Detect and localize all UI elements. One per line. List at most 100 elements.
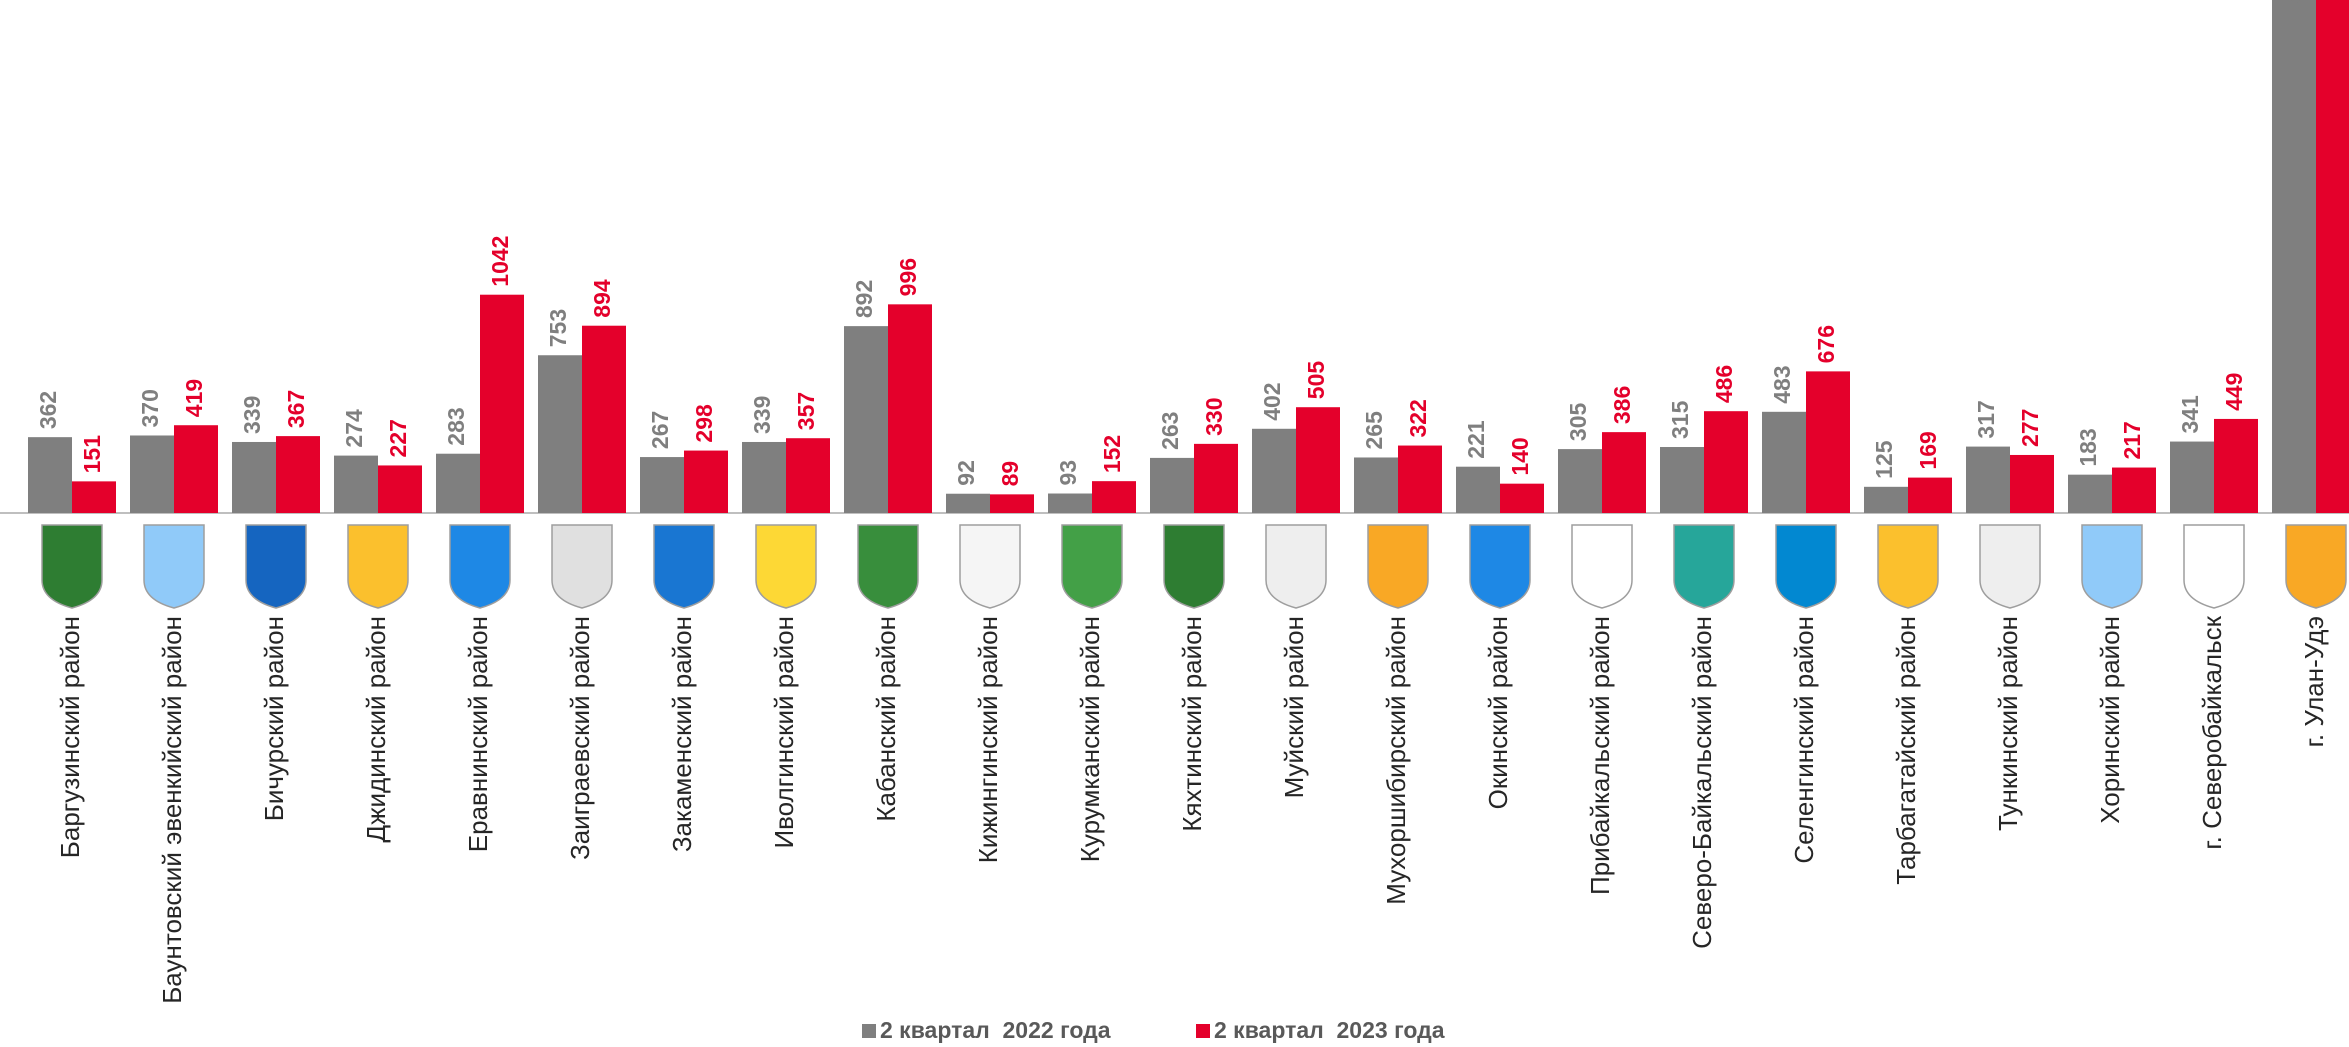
value-label: 370	[137, 389, 163, 427]
value-label: 267	[647, 411, 673, 449]
value-label: 92	[953, 460, 979, 486]
value-label: 341	[2177, 395, 2203, 434]
bar	[378, 465, 422, 513]
bar	[1296, 407, 1340, 513]
emblem	[755, 524, 817, 609]
category-label: Кабанский район	[871, 616, 901, 822]
bar	[1806, 371, 1850, 513]
bar	[1864, 486, 1908, 513]
bar	[72, 481, 116, 513]
bar	[844, 326, 888, 513]
bar	[2010, 454, 2054, 513]
value-label: 317	[1973, 400, 1999, 438]
bar	[130, 435, 174, 513]
bar	[1908, 477, 1952, 513]
category-label: Баунтовский эвенкийский район	[157, 616, 187, 1004]
emblem	[245, 524, 307, 609]
bar	[582, 325, 626, 513]
category-label: Хоринский район	[2095, 616, 2125, 824]
bar	[174, 425, 218, 513]
value-label: 367	[283, 390, 309, 428]
category-label: Кижингинский район	[973, 616, 1003, 863]
emblem	[1469, 524, 1531, 609]
value-label: 93	[1055, 460, 1081, 486]
emblem	[1265, 524, 1327, 609]
value-label: 676	[1813, 325, 1839, 363]
emblem	[1979, 524, 2041, 609]
value-label: 152	[1099, 435, 1125, 473]
emblem	[2183, 524, 2245, 609]
emblem	[1367, 524, 1429, 609]
emblem	[1673, 524, 1735, 609]
category-label: Иволгинский район	[769, 616, 799, 849]
category-label: Закаменский район	[667, 616, 697, 852]
category-label: г. Улан-Удэ	[2299, 616, 2329, 747]
category-label: Джидинский район	[361, 616, 391, 842]
value-label: 449	[2221, 373, 2247, 411]
value-label: 298	[691, 404, 717, 443]
category-label: Муйский район	[1279, 616, 1309, 798]
emblem	[653, 524, 715, 609]
value-label: 315	[1667, 400, 1693, 439]
value-label: 330	[1201, 397, 1227, 435]
bar	[1194, 443, 1238, 513]
bar	[2112, 467, 2156, 513]
bar	[742, 441, 786, 513]
bar	[2272, 0, 2316, 513]
emblem	[347, 524, 409, 609]
value-label: 753	[545, 309, 571, 347]
emblem	[959, 524, 1021, 609]
bar	[1048, 493, 1092, 513]
value-label: 169	[1915, 431, 1941, 469]
category-label: Мухоршибирский район	[1381, 616, 1411, 905]
bar	[946, 493, 990, 513]
category-label: Кяхтинский район	[1177, 616, 1207, 832]
category-label: Заиграевский район	[565, 616, 595, 860]
value-label: 339	[239, 396, 265, 434]
bar	[1092, 481, 1136, 513]
emblem	[2285, 524, 2347, 609]
value-label: 386	[1609, 386, 1635, 424]
value-label: 486	[1711, 365, 1737, 403]
category-label: Баргузинский район	[55, 616, 85, 858]
value-label: 263	[1157, 412, 1183, 450]
value-label: 339	[749, 396, 775, 434]
value-label: 217	[2119, 421, 2145, 459]
bar	[1398, 445, 1442, 513]
value-label: 1042	[487, 236, 513, 287]
value-label: 402	[1259, 382, 1285, 420]
value-label: 505	[1303, 361, 1329, 400]
value-label: 996	[895, 258, 921, 296]
bar	[640, 457, 684, 513]
bar	[1704, 411, 1748, 513]
bar	[334, 455, 378, 513]
bar	[28, 437, 72, 513]
value-label: 8958	[2323, 0, 2349, 4]
category-label: Еравнинский район	[463, 616, 493, 852]
value-label: 183	[2075, 428, 2101, 466]
value-label: 265	[1361, 411, 1387, 450]
bar	[2068, 474, 2112, 513]
bar	[1456, 466, 1500, 513]
value-label: 274	[341, 409, 367, 448]
bar	[2214, 418, 2258, 513]
category-label: Окинский район	[1483, 616, 1513, 809]
category-label: Прибайкальский район	[1585, 616, 1615, 895]
category-label: г. Северобайкальск	[2197, 615, 2227, 849]
bar	[990, 494, 1034, 513]
emblem	[551, 524, 613, 609]
value-label: 151	[79, 435, 105, 474]
value-label: 305	[1565, 403, 1591, 442]
bar	[1966, 446, 2010, 513]
bar	[538, 355, 582, 513]
emblem	[2081, 524, 2143, 609]
bar	[436, 453, 480, 513]
value-label: 362	[35, 391, 61, 429]
value-label: 221	[1463, 420, 1489, 459]
bar	[2170, 441, 2214, 513]
emblem	[143, 524, 205, 609]
value-label: 125	[1871, 440, 1897, 479]
bar	[276, 436, 320, 513]
bar	[2316, 0, 2349, 513]
bars	[28, 0, 2349, 513]
